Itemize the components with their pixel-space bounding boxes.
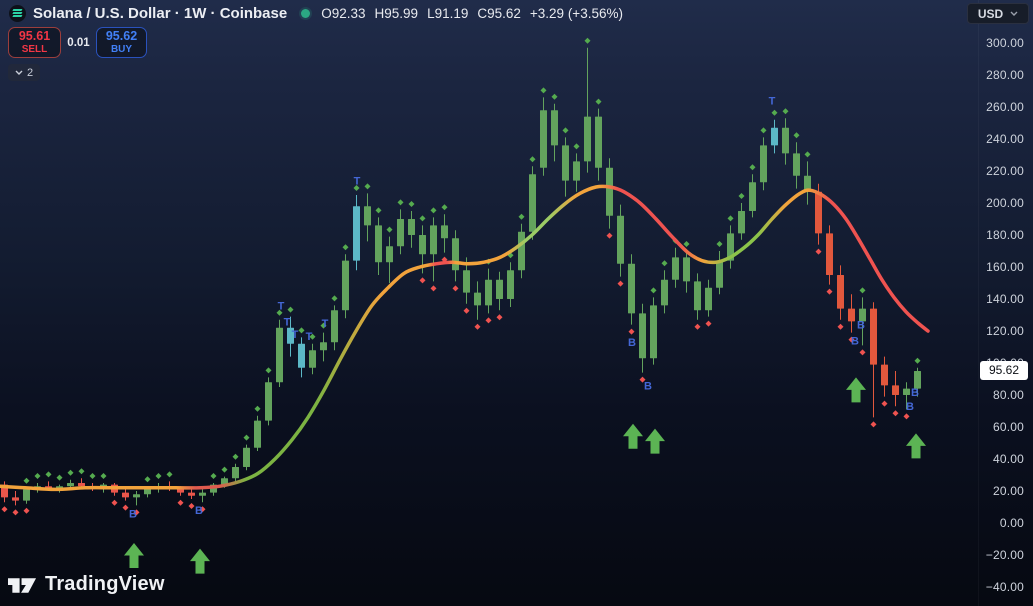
t-signal-label: T [322,318,329,330]
axis-tick-label: 280.00 [986,68,1024,82]
watermark-text: TradingView [45,573,165,595]
buy-label: BUY [110,44,133,56]
axis-tick-label: 300.00 [986,36,1024,50]
b-signal-label: B [911,387,919,399]
t-signal-label: T [354,176,361,188]
buy-arrow-icon [190,548,210,574]
buy-price: 95.62 [105,28,138,43]
axis-tick-label: 60.00 [992,420,1024,434]
buy-arrow-icon [623,423,643,449]
spread-value: 0.01 [67,36,90,49]
solana-logo-icon [9,4,26,22]
buy-arrow-icon [906,433,926,459]
ohlc-low: L91.19 [427,5,469,21]
b-signal-label: B [644,380,652,392]
axis-tick-label: 220.00 [986,164,1024,178]
axis-tick-label: 0.00 [999,516,1024,530]
axis-tick-label: 240.00 [986,132,1024,146]
ohlc-high: H95.99 [374,5,419,21]
b-signal-label: B [129,508,137,520]
sell-price: 95.61 [18,28,51,43]
collapse-count: 2 [27,66,34,79]
sell-label: SELL [21,44,48,56]
b-signal-label: B [906,401,914,413]
sell-button[interactable]: 95.61 SELL [8,27,61,58]
axis-tick-label: 140.00 [986,292,1024,306]
axis-tick-label: 200.00 [986,196,1024,210]
t-signal-label: T [292,329,299,341]
t-signal-label: T [769,96,776,108]
tradingview-logo-icon [8,577,37,593]
axis-tick-label: 40.00 [992,452,1024,466]
b-signal-label: B [857,320,865,332]
currency-dropdown[interactable]: USD [967,3,1029,24]
ohlc-change: +3.29 (+3.56%) [529,5,623,21]
axis-tick-label: −20.00 [985,548,1024,562]
market-status-icon[interactable] [301,8,311,18]
buy-arrow-icons [124,377,926,574]
axis-tick-label: 120.00 [986,324,1024,338]
candles [1,47,921,506]
b-signal-label: B [628,337,636,349]
ohlc-close: C95.62 [477,5,521,21]
buy-button[interactable]: 95.62 BUY [96,27,147,58]
axis-tick-label: 260.00 [986,100,1024,114]
trade-buttons: 95.61 SELL 0.01 95.62 BUY [8,27,147,58]
axis-tick-label: 80.00 [992,388,1024,402]
tradingview-watermark: TradingView [8,573,165,596]
t-signal-label: T [278,300,285,312]
axis-tick-label: 180.00 [986,228,1024,242]
symbol-title[interactable]: Solana / U.S. Dollar · 1W · Coinbase [33,4,288,22]
t-signal-label: T [284,316,291,328]
price-axis[interactable]: 300.00 280.00 260.00 240.00 220.00 200.00 180.… [978,0,1033,606]
object-tree-collapse-button[interactable]: 2 [8,64,41,81]
axis-tick-label: −40.00 [985,580,1024,594]
axis-tick-label: 160.00 [986,260,1024,274]
axis-tick-label: 20.00 [992,484,1024,498]
symbol-row: Solana / U.S. Dollar · 1W · Coinbase O92… [9,4,623,22]
chevron-down-icon [15,70,23,75]
ma-line [0,184,930,492]
chevron-down-icon [1010,11,1018,16]
b-signal-label: B [851,336,859,348]
currency-label: USD [977,6,1004,21]
indicator-dots [1,37,921,516]
t-signal-label: T [306,331,313,343]
ohlc-open: O92.33 [321,5,366,21]
last-price-value: 95.62 [988,363,1020,377]
b-signal-label: B [195,505,203,517]
buy-arrow-icon [124,543,144,568]
ohlc-readout: O92.33 H95.99 L91.19 C95.62 +3.29 (+3.56… [321,6,623,21]
buy-arrow-icon [846,377,866,403]
buy-arrow-icon [645,428,665,454]
last-price-label: 95.62 [980,360,1028,380]
